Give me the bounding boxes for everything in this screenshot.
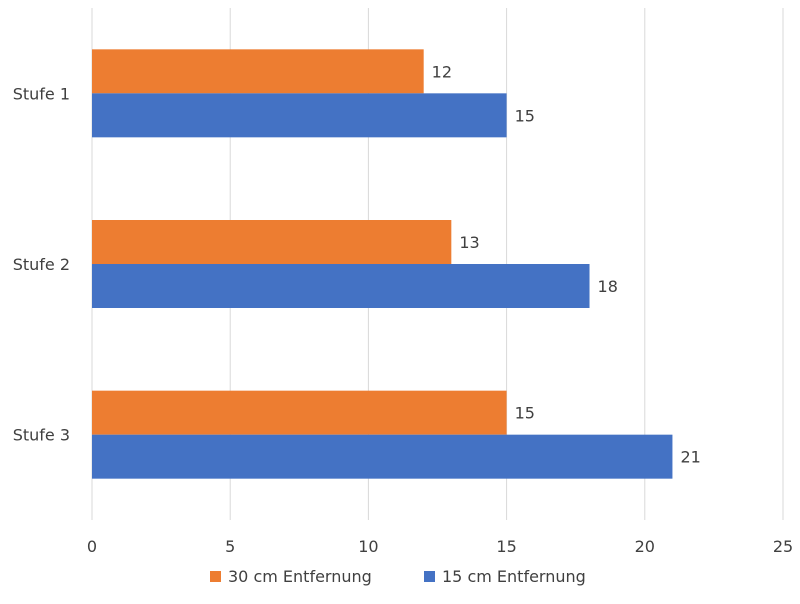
category-label: Stufe 2 (13, 255, 70, 274)
data-labels: 12 15 13 18 15 21 (432, 62, 701, 466)
bar (92, 434, 673, 479)
bar (92, 93, 507, 138)
x-tick-label: 5 (225, 537, 235, 556)
bar (92, 264, 590, 308)
category-label: Stufe 1 (13, 84, 70, 103)
bar-value-label: 12 (432, 62, 452, 81)
value-axis: 0 5 10 15 20 25 (87, 537, 793, 556)
category-axis: Stufe 1 Stufe 2 Stufe 3 (13, 84, 70, 444)
x-tick-label: 15 (496, 537, 516, 556)
x-tick-label: 20 (635, 537, 655, 556)
bar-value-label: 15 (515, 106, 535, 125)
legend-swatch (424, 571, 435, 582)
bars (92, 49, 673, 479)
bar-value-label: 15 (515, 404, 535, 423)
x-tick-label: 10 (358, 537, 378, 556)
legend-label: 15 cm Entfernung (442, 567, 586, 586)
bar-value-label: 21 (680, 448, 700, 467)
bar (92, 390, 507, 435)
x-tick-label: 25 (773, 537, 793, 556)
bar (92, 49, 424, 94)
category-label: Stufe 3 (13, 426, 70, 445)
bar-value-label: 18 (598, 277, 618, 296)
x-tick-label: 0 (87, 537, 97, 556)
legend: 30 cm Entfernung 15 cm Entfernung (210, 567, 586, 586)
legend-swatch (210, 571, 221, 582)
bar-value-label: 13 (459, 233, 479, 252)
legend-label: 30 cm Entfernung (228, 567, 372, 586)
bar (92, 220, 452, 264)
